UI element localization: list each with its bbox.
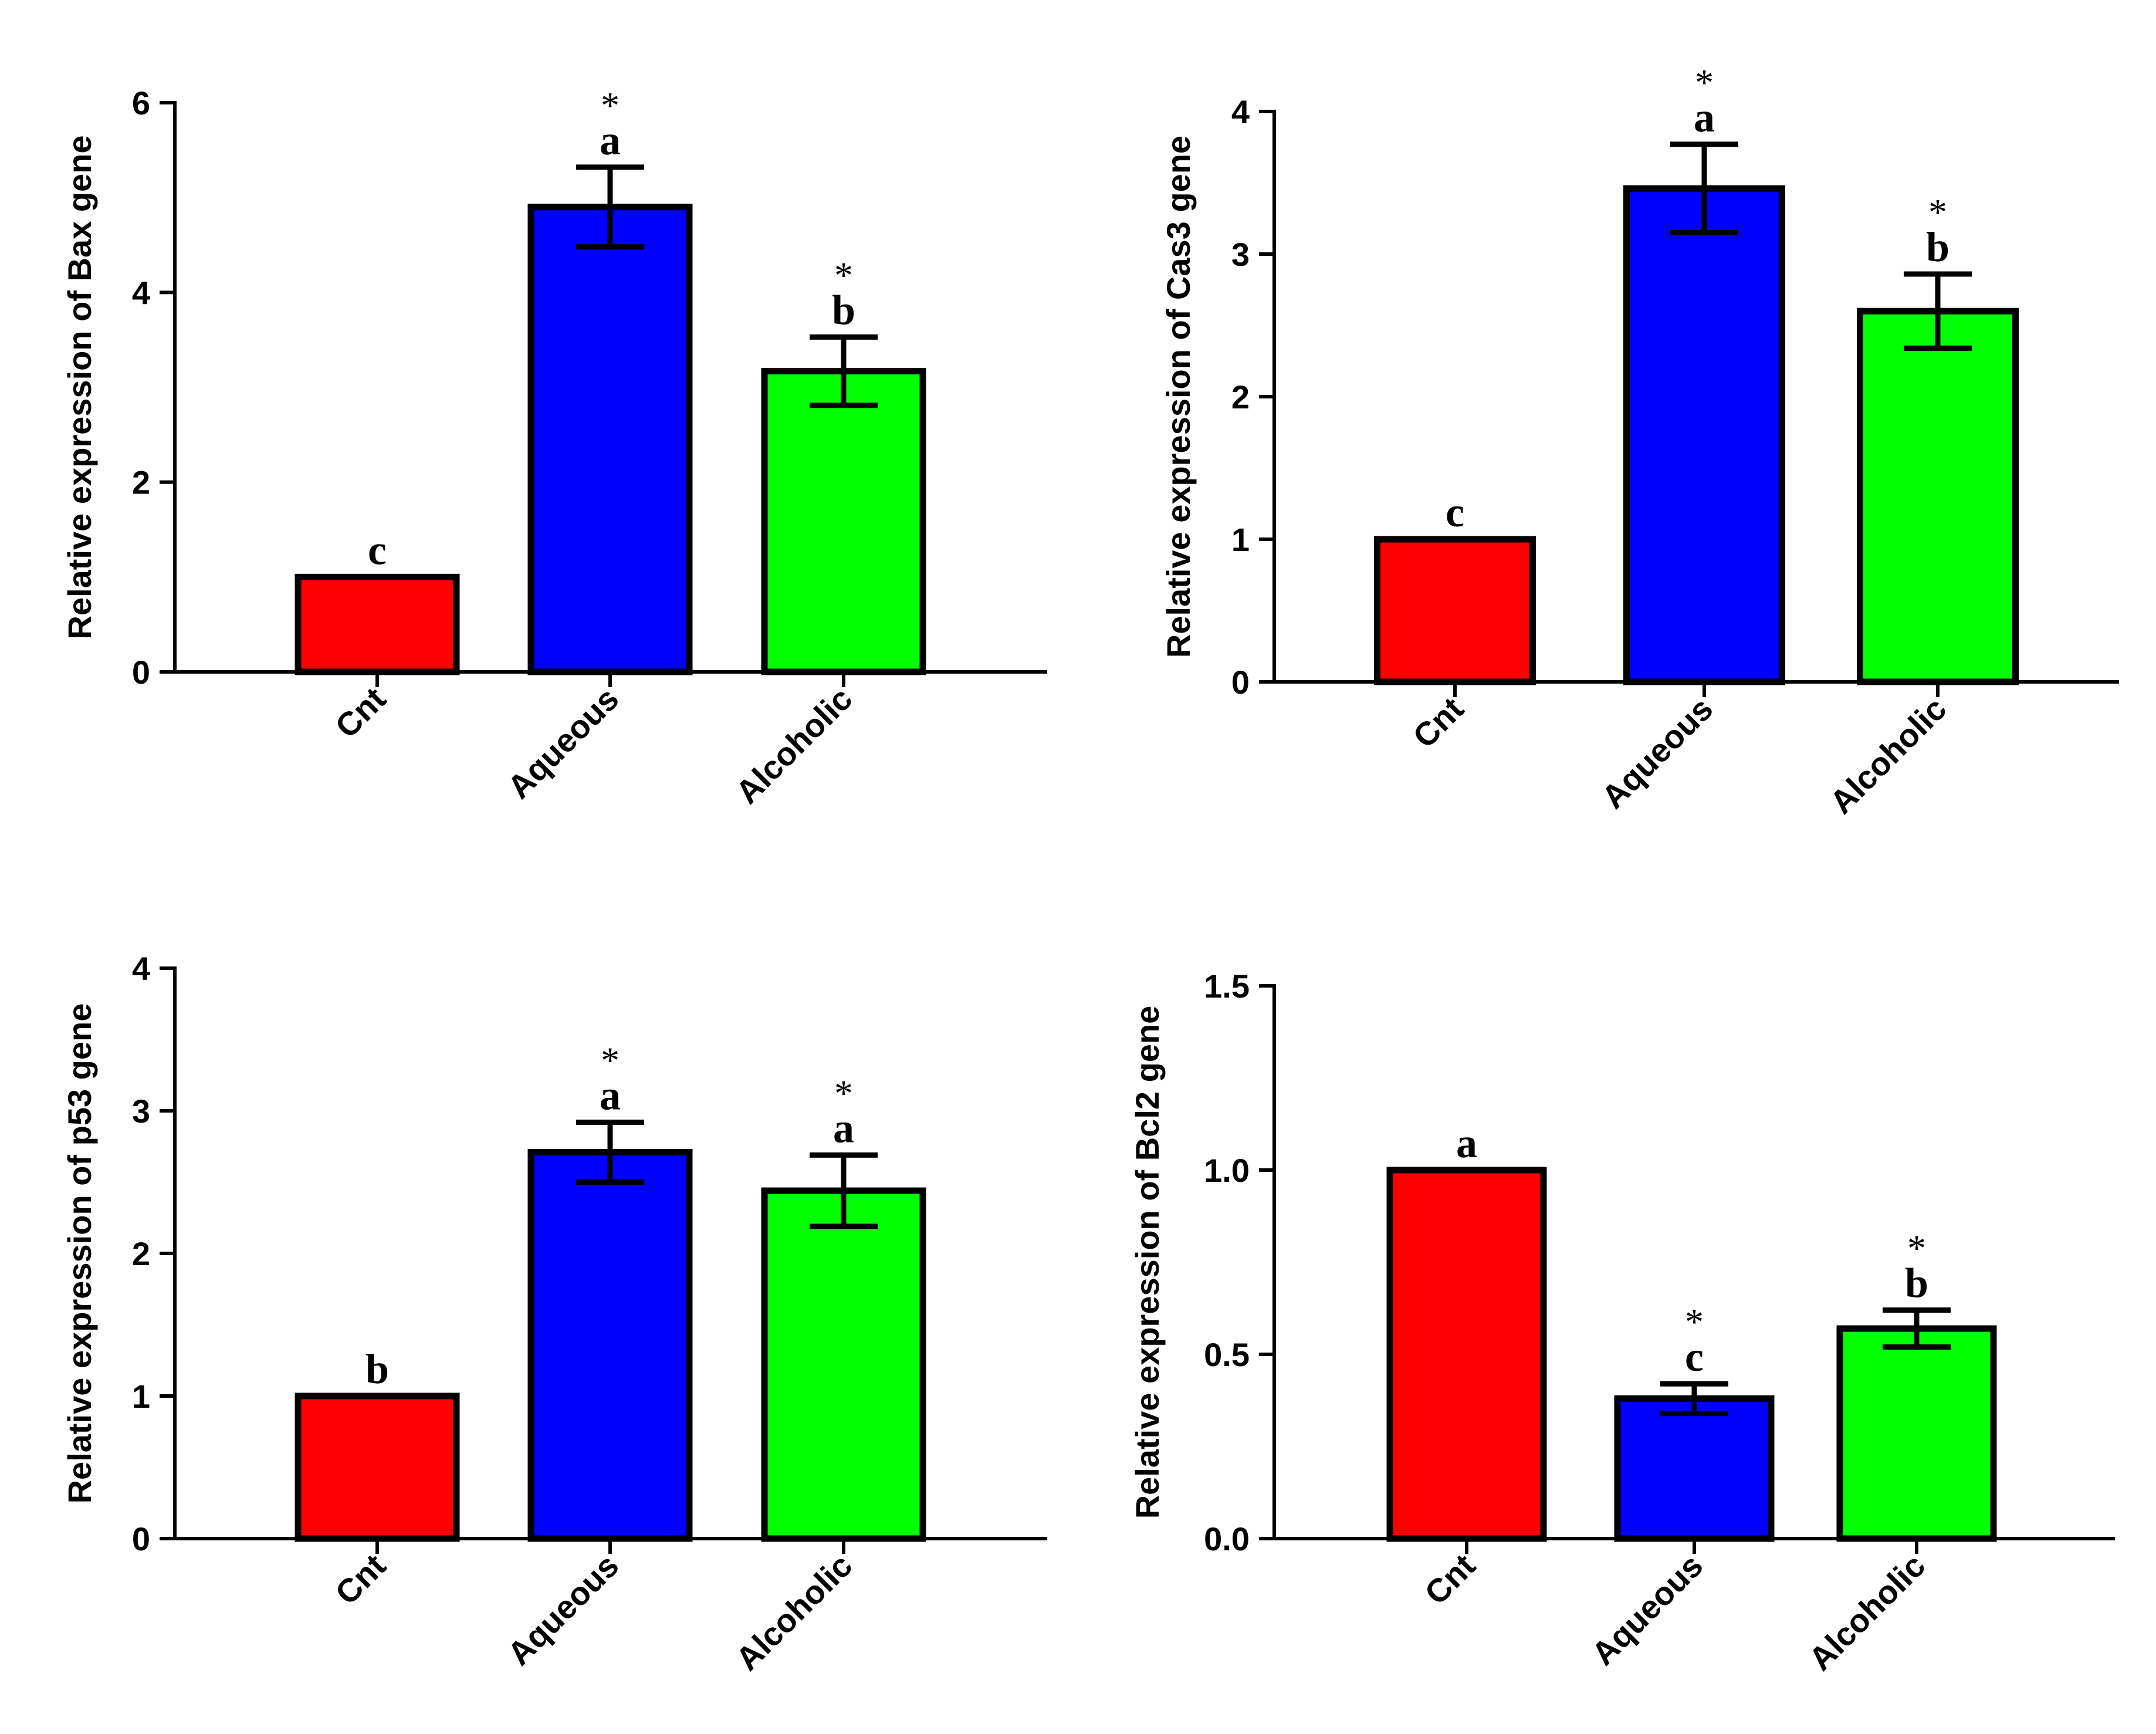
- x-tick-label-bax-aqueous: Aqueous: [500, 680, 626, 806]
- bar-bax-cnt: [295, 573, 460, 675]
- chart-panel-bcl2: 0.0 0.5 1.0 1.5 Relative expression of Bcl2 …: [1129, 968, 2115, 1678]
- y-tick-label-bcl2: 0.5: [1204, 1336, 1250, 1373]
- y-tick-label-cas3: 3: [1231, 236, 1250, 273]
- y-axis-label-cas3: Relative expression of Cas3 gene: [1160, 136, 1197, 658]
- x-tick-label-bcl2-alcoholic: Alcoholic: [1802, 1547, 1932, 1678]
- significance-star-bcl2-aqueous: *: [1685, 1301, 1704, 1343]
- x-tick-label-bcl2-cnt: Cnt: [1417, 1547, 1483, 1612]
- significance-letter-p53-cnt: b: [365, 1346, 389, 1392]
- y-tick-label-bax: 4: [132, 274, 150, 311]
- y-axis-label-bax: Relative expression of Bax gene: [61, 135, 98, 639]
- chart-panel-cas3: 0 1 2 3 4 Relative expression of Cas3 gene c Cn…: [1160, 62, 2119, 821]
- bar-p53-cnt: [295, 1392, 460, 1542]
- significance-star-cas3-aqueous: *: [1695, 62, 1714, 103]
- bar-p53-alcoholic: [761, 1187, 926, 1542]
- y-tick-label-bax: 6: [132, 84, 150, 121]
- significance-letter-cas3-cnt: c: [1446, 489, 1464, 536]
- x-tick-label-cas3-aqueous: Aqueous: [1595, 690, 1720, 816]
- significance-letter-cas3-aqueous: a: [1694, 94, 1715, 141]
- y-tick-label-cas3: 4: [1231, 93, 1250, 130]
- significance-letter-cas3-alcoholic: b: [1926, 224, 1949, 271]
- significance-star-bcl2-alcoholic: *: [1907, 1228, 1926, 1269]
- y-tick-label-bax: 0: [132, 654, 150, 691]
- x-tick-label-p53-cnt: Cnt: [328, 1547, 393, 1612]
- significance-letter-p53-aqueous: a: [600, 1072, 621, 1118]
- y-tick-label-bcl2: 1.0: [1204, 1152, 1250, 1189]
- bar-bcl2-alcoholic: [1836, 1325, 1997, 1542]
- significance-letter-bax-aqueous: a: [600, 117, 621, 164]
- bar-cas3-alcoholic: [1857, 307, 2019, 685]
- y-tick-label-cas3: 2: [1231, 378, 1250, 415]
- bar-cas3-aqueous: [1623, 185, 1785, 685]
- x-tick-label-bax-alcoholic: Alcoholic: [729, 680, 859, 811]
- bar-bax-aqueous: [527, 204, 693, 675]
- x-tick-label-cas3-cnt: Cnt: [1406, 690, 1471, 755]
- significance-star-p53-alcoholic: *: [834, 1072, 853, 1114]
- y-tick-label-p53: 0: [132, 1520, 150, 1557]
- y-tick-label-bax: 2: [132, 464, 150, 501]
- x-tick-label-cas3-alcoholic: Alcoholic: [1823, 690, 1954, 821]
- significance-star-cas3-alcoholic: *: [1928, 191, 1947, 233]
- significance-letter-bax-cnt: c: [368, 526, 387, 573]
- significance-letter-bax-alcoholic: b: [832, 286, 855, 333]
- significance-letter-p53-alcoholic: a: [833, 1104, 854, 1151]
- bar-p53-aqueous: [527, 1148, 693, 1542]
- significance-star-p53-aqueous: *: [601, 1039, 620, 1081]
- x-tick-label-bcl2-aqueous: Aqueous: [1585, 1547, 1710, 1672]
- y-tick-label-cas3: 1: [1231, 521, 1250, 558]
- y-tick-label-bcl2: 1.5: [1204, 968, 1250, 1005]
- significance-letter-bcl2-alcoholic: b: [1905, 1260, 1928, 1307]
- bar-bcl2-cnt: [1386, 1167, 1547, 1542]
- significance-letter-bcl2-cnt: a: [1456, 1120, 1477, 1167]
- y-tick-label-p53: 4: [132, 950, 150, 987]
- significance-star-bax-alcoholic: *: [834, 254, 853, 296]
- y-tick-label-p53: 2: [132, 1235, 150, 1272]
- significance-star-bax-aqueous: *: [601, 84, 620, 126]
- chart-panel-p53: 0 1 2 3 4 Relative expression of p53 gene b Cnt…: [61, 950, 1047, 1678]
- y-tick-label-p53: 1: [132, 1378, 150, 1415]
- bar-bax-alcoholic: [761, 368, 926, 675]
- x-tick-label-bax-cnt: Cnt: [328, 680, 393, 745]
- y-tick-label-p53: 3: [132, 1093, 150, 1130]
- bar-bcl2-aqueous: [1614, 1395, 1775, 1542]
- x-tick-label-p53-alcoholic: Alcoholic: [729, 1547, 859, 1678]
- chart-panel-bax: 0 2 4 6 Relative expression of Bax gene c Cnt a…: [61, 84, 1047, 811]
- y-axis-label-bcl2: Relative expression of Bcl2 gene: [1129, 1006, 1166, 1519]
- y-tick-label-bcl2: 0.0: [1204, 1520, 1250, 1557]
- bar-cas3-cnt: [1374, 536, 1536, 685]
- significance-letter-bcl2-aqueous: c: [1685, 1333, 1704, 1380]
- x-tick-label-p53-aqueous: Aqueous: [500, 1547, 626, 1672]
- y-axis-label-p53: Relative expression of p53 gene: [61, 1003, 98, 1504]
- y-tick-label-cas3: 0: [1231, 664, 1250, 701]
